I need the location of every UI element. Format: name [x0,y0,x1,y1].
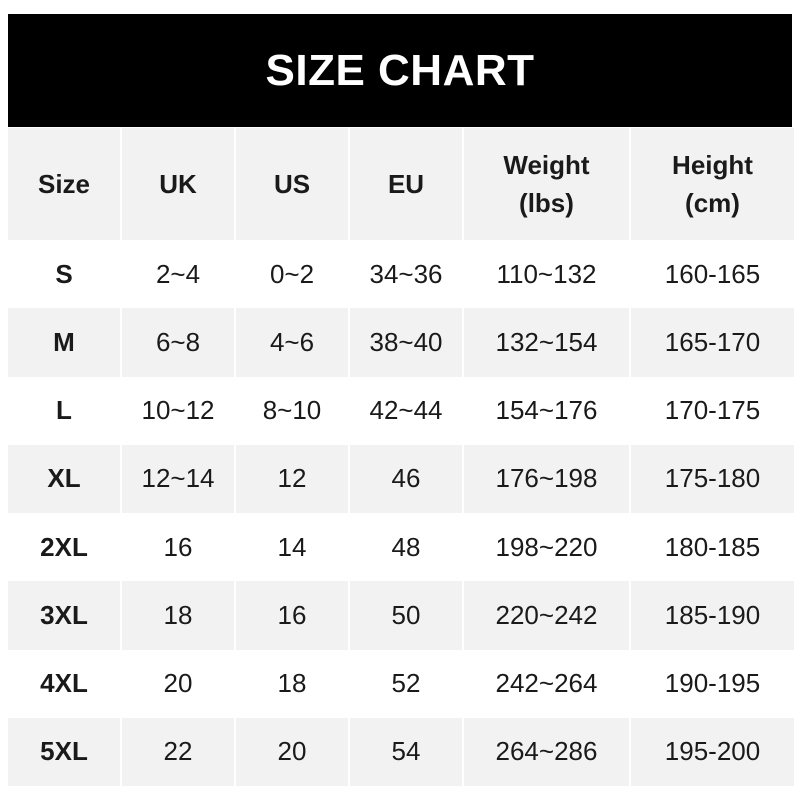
size-cell: XL [8,444,120,513]
size-cell: L [56,395,72,426]
table-cell: 12 [236,444,348,513]
table-row: 5XL 22 20 54 264~286 195-200 [8,717,794,786]
column-header-text: (lbs) [519,188,574,218]
table-row: M 6~8 4~6 38~40 132~154 165-170 [8,308,794,377]
table-cell: 16 [236,581,348,650]
table-cell: 195-200 [631,717,794,786]
size-cell: 2XL [40,531,88,562]
column-header: Weight (lbs) [464,128,629,240]
column-header: UK [122,128,234,240]
column-header-text: Weight [503,150,590,180]
column-header-text: Size [37,169,91,199]
size-cell: 3XL [8,581,120,650]
header-row: Size UK US EU Weight (lbs) Height (cm) [8,128,794,240]
column-header: Size [8,128,120,240]
size-cell: M [8,308,120,377]
size-cell: 5XL [8,717,120,786]
column-header-text: EU [387,169,425,199]
column-header: EU [350,128,462,240]
table-cell: 8~10 [262,395,322,426]
size-chart-table: Size UK US EU Weight (lbs) Height (cm) S 2~4 0~2 3… [6,128,796,786]
table-cell: 18 [277,668,307,699]
table-cell: 0~2 [269,258,315,289]
table-row: 3XL 18 16 50 220~242 185-190 [8,581,794,650]
table-cell: 34~36 [369,258,443,289]
table-cell: 2~4 [155,258,201,289]
table-cell: 170-175 [664,395,761,426]
table-cell: 4~6 [236,308,348,377]
table-cell: 185-190 [631,581,794,650]
table-cell: 180-185 [664,531,761,562]
table-cell: 160-165 [664,258,761,289]
size-chart-title: SIZE CHART [8,14,792,127]
table-row: 2XL 16 14 48 198~220 180-185 [8,513,794,581]
table-row: XL 12~14 12 46 176~198 175-180 [8,444,794,513]
table-cell: 154~176 [495,395,598,426]
table-row: L 10~12 8~10 42~44 154~176 170-175 [8,377,794,445]
table-cell: 22 [122,717,234,786]
table-cell: 16 [163,531,193,562]
table-cell: 165-170 [631,308,794,377]
table-cell: 175-180 [631,444,794,513]
table-cell: 18 [122,581,234,650]
table-cell: 190-195 [664,668,761,699]
size-cell: S [55,258,73,289]
table-cell: 54 [350,717,462,786]
table-row: S 2~4 0~2 34~36 110~132 160-165 [8,240,794,308]
table-cell: 20 [163,668,193,699]
table-cell: 12~14 [122,444,234,513]
table-cell: 110~132 [496,258,597,289]
column-header-text: US [273,169,311,199]
table-cell: 38~40 [350,308,462,377]
table-cell: 46 [350,444,462,513]
table-cell: 20 [236,717,348,786]
table-cell: 50 [350,581,462,650]
column-header-text: Height [672,150,753,180]
column-header: US [236,128,348,240]
table-row: 4XL 20 18 52 242~264 190-195 [8,650,794,718]
table-cell: 132~154 [464,308,629,377]
table-cell: 176~198 [464,444,629,513]
table-cell: 52 [391,668,421,699]
table-cell: 198~220 [495,531,598,562]
table-cell: 42~44 [369,395,443,426]
table-cell: 14 [277,531,307,562]
table-cell: 10~12 [141,395,215,426]
column-header: Height (cm) [631,128,794,240]
column-header-text: UK [159,169,197,199]
column-header-text: (cm) [685,188,740,218]
table-cell: 6~8 [122,308,234,377]
table-cell: 264~286 [464,717,629,786]
size-cell: 4XL [40,668,88,699]
table-cell: 220~242 [464,581,629,650]
table-cell: 242~264 [495,668,598,699]
table-cell: 48 [391,531,421,562]
